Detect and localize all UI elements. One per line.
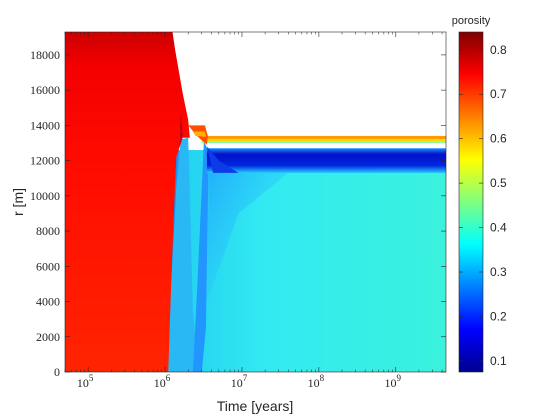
- x-tick-label: 108: [308, 373, 325, 390]
- crust-shoulder-bright: [192, 131, 206, 137]
- y-tick-label: 8000: [36, 224, 60, 238]
- colorbar-tick-label: 0.7: [490, 87, 507, 101]
- colorbar-tick-label: 0.2: [490, 309, 507, 323]
- colorbar-tick-label: 0.6: [490, 132, 507, 146]
- region-collapse-streak: [179, 113, 183, 147]
- y-tick-label: 6000: [36, 259, 60, 273]
- colorbar-tick-label: 0.1: [490, 354, 507, 368]
- y-tick-label: 12000: [30, 154, 60, 168]
- crust-stripe-yellow: [201, 139, 446, 142]
- y-tick-label: 2000: [36, 330, 60, 344]
- colorbar: porosity 0.1 0.2 0.3 0.4 0.5 0.6 0.7 0.8: [452, 15, 507, 373]
- colorbar-tick-label: 0.3: [490, 265, 507, 279]
- y-tick-label: 18000: [30, 48, 60, 62]
- x-axis: 105 106 107 108 109: [64, 32, 443, 390]
- x-tick-label: 106: [154, 373, 171, 390]
- region-low-porosity-layer: [206, 148, 446, 173]
- colorbar-tick-label: 0.8: [490, 43, 507, 57]
- y-axis-title: r [m]: [10, 188, 26, 216]
- plot-frame: [64, 31, 447, 373]
- region-early-porous-body: [65, 32, 190, 372]
- crust-stripe-green: [201, 141, 446, 143]
- region-low-porosity-onset: [206, 146, 239, 173]
- x-tick-label: 105: [77, 373, 94, 390]
- colorbar-ticks: 0.1 0.2 0.3 0.4 0.5 0.6 0.7 0.8: [459, 43, 507, 368]
- heatmap-layer: [65, 32, 447, 372]
- colorbar-gradient: [458, 31, 484, 373]
- region-compaction-wave: [192, 141, 209, 372]
- y-tick-label: 4000: [36, 295, 60, 309]
- y-axis: 0 2000 4000 6000 8000 10000 12000 14000 16000 180…: [30, 48, 446, 379]
- crust-stripe-orange: [201, 135, 446, 140]
- colorbar-tick-label: 0.4: [490, 221, 507, 235]
- colorbar-tick-label: 0.5: [490, 176, 507, 190]
- y-tick-label: 10000: [30, 189, 60, 203]
- colorbar-title: porosity: [452, 15, 491, 27]
- x-axis-title: Time [years]: [217, 398, 294, 414]
- y-tick-label: 16000: [30, 83, 60, 97]
- region-transition-front: [168, 137, 200, 372]
- y-tick-label: 0: [54, 365, 60, 379]
- y-tick-label: 14000: [30, 118, 60, 132]
- region-diffusion-fan: [206, 172, 289, 302]
- x-tick-label: 107: [231, 373, 248, 390]
- x-tick-label: 109: [385, 373, 402, 390]
